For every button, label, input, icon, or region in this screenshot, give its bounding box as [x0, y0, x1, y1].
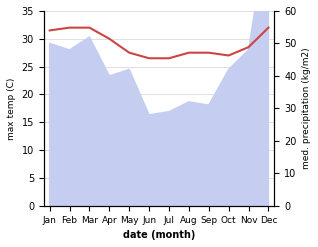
Y-axis label: med. precipitation (kg/m2): med. precipitation (kg/m2) — [302, 48, 311, 169]
X-axis label: date (month): date (month) — [123, 230, 195, 240]
Y-axis label: max temp (C): max temp (C) — [7, 77, 16, 140]
